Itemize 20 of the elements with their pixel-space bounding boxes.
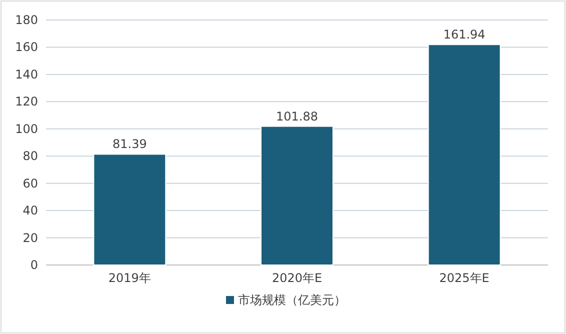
y-tick-label: 0 xyxy=(30,258,38,272)
y-tick-label: 160 xyxy=(15,40,38,54)
y-tick-label: 120 xyxy=(15,94,38,109)
data-label: 101.88 xyxy=(276,109,318,124)
bar xyxy=(260,126,334,266)
legend-label: 市场规模（亿美元） xyxy=(238,293,346,307)
y-tick-label: 20 xyxy=(22,230,38,245)
data-label: 161.94 xyxy=(443,28,486,42)
x-tick-label: 2020年E xyxy=(272,271,322,285)
bar xyxy=(428,44,501,266)
x-tick-label: 2025年E xyxy=(439,271,490,285)
y-tick-label: 40 xyxy=(22,204,38,218)
y-tick-label: 180 xyxy=(15,13,38,27)
y-tick-label: 60 xyxy=(22,176,38,190)
data-label: 81.39 xyxy=(112,137,147,152)
y-tick-label: 140 xyxy=(15,67,38,82)
y-tick-label: 100 xyxy=(15,122,38,136)
x-tick-label: 2019年 xyxy=(108,271,151,285)
y-tick-label: 80 xyxy=(22,149,38,164)
bar xyxy=(93,154,166,266)
